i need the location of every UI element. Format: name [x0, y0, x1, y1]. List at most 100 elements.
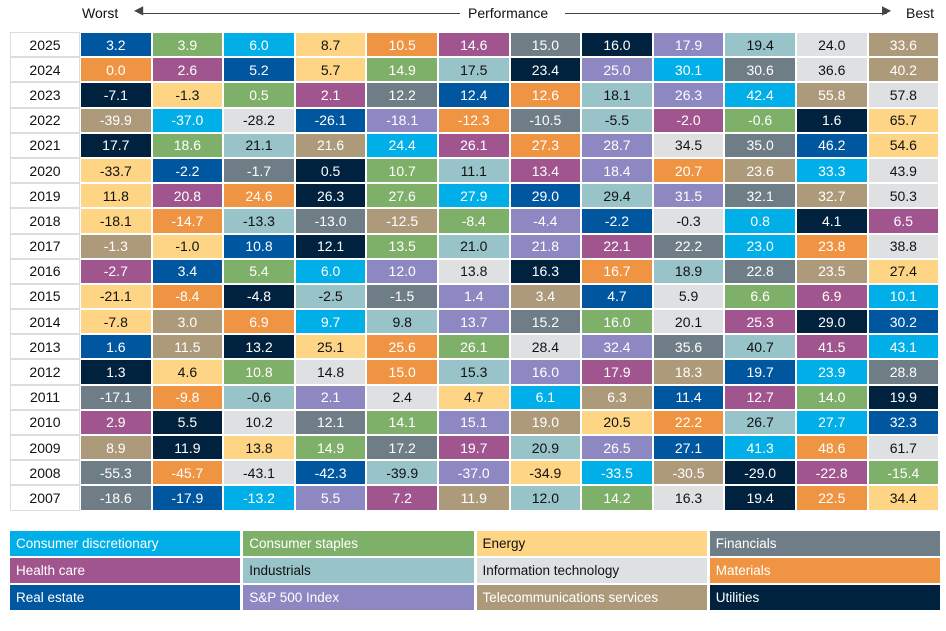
- return-cell-energy: -34.9: [509, 460, 582, 486]
- return-cell-industrials: -39.9: [366, 460, 438, 486]
- return-cell-real-estate: 12.4: [437, 82, 510, 108]
- return-cell-materials: 24.6: [223, 183, 295, 209]
- return-cell-s-p-500-index: 18.4: [581, 157, 653, 184]
- return-cell-consumer-staples: 16.0: [581, 309, 653, 335]
- arrow-right-icon: [565, 13, 887, 14]
- return-cell-consumer-staples: -8.4: [437, 208, 510, 234]
- year-row: 2023 -7.1 -1.3 0.5 2.1 12.2 12.4 12.6 18.1 26.3 42…: [10, 82, 940, 108]
- return-cell-s-p-500-index: -18.1: [366, 107, 438, 133]
- legend-item: Consumer discretionary: [10, 531, 241, 556]
- return-cell-energy: 34.4: [867, 485, 940, 511]
- return-cell-energy: -1.3: [151, 82, 224, 108]
- return-cell-utilities: 23.4: [509, 57, 582, 83]
- return-cell-consumer-discretionary: 30.1: [652, 57, 725, 83]
- year-label: 2014: [10, 309, 80, 335]
- return-cell-real-estate: -2.2: [581, 208, 653, 234]
- return-cell-utilities: 16.0: [581, 32, 653, 58]
- return-cell-telecommunications-services: -1.3: [80, 233, 152, 259]
- return-cell-real-estate: 27.1: [652, 435, 725, 461]
- return-cell-materials: -9.8: [151, 384, 224, 410]
- return-cell-consumer-discretionary: 27.9: [437, 183, 510, 209]
- return-cell-financials: 12.1: [294, 409, 367, 435]
- return-cell-information-technology: -43.1: [223, 460, 295, 486]
- return-cell-real-estate: 19.7: [724, 359, 796, 385]
- return-cell-industrials: -0.6: [223, 384, 295, 410]
- return-cell-consumer-discretionary: -37.0: [151, 107, 224, 133]
- return-cell-utilities: 4.1: [795, 208, 868, 234]
- return-cell-utilities: -7.1: [80, 82, 152, 108]
- return-cell-industrials: 18.9: [652, 258, 725, 284]
- return-cell-financials: -13.0: [294, 208, 367, 234]
- return-cell-industrials: 15.3: [437, 359, 510, 385]
- return-cell-utilities: 19.9: [867, 384, 940, 410]
- return-cell-materials: 16.7: [581, 258, 653, 284]
- return-cell-materials: -12.3: [437, 107, 510, 133]
- return-cell-health-care: 13.4: [509, 157, 582, 184]
- returns-grid: 2025 3.2 3.9 6.0 8.7 10.5 14.6 15.0 16.0 17.9 19.4…: [10, 32, 940, 511]
- return-cell-real-estate: 5.2: [223, 57, 295, 83]
- return-cell-consumer-staples: 14.2: [581, 485, 653, 511]
- return-cell-financials: -1.5: [366, 283, 438, 310]
- return-cell-s-p-500-index: 12.0: [366, 258, 438, 284]
- return-cell-telecommunications-services: -30.5: [652, 460, 725, 486]
- return-cell-telecommunications-services: 23.5: [795, 258, 868, 284]
- return-cell-materials: 22.5: [795, 485, 868, 511]
- year-label: 2025: [10, 32, 80, 58]
- return-cell-telecommunications-services: -12.5: [366, 208, 438, 234]
- year-row: 2015 -21.1 -8.4 -4.8 -2.5 -1.5 1.4 3.4 4.7 5.9 6.6…: [10, 283, 940, 310]
- return-cell-materials: 12.6: [509, 82, 582, 108]
- return-cell-financials: 35.6: [652, 334, 725, 360]
- return-cell-health-care: 6.9: [795, 283, 868, 310]
- return-cell-financials: -10.5: [509, 107, 582, 133]
- return-cell-energy: -33.7: [80, 157, 152, 184]
- return-cell-health-care: 19.7: [437, 435, 510, 461]
- return-cell-utilities: -29.0: [724, 460, 796, 486]
- return-cell-health-care: 26.1: [437, 132, 510, 158]
- return-cell-health-care: 6.5: [867, 208, 940, 234]
- return-cell-consumer-discretionary: 6.0: [223, 32, 295, 58]
- legend-item: Financials: [709, 531, 940, 556]
- return-cell-consumer-discretionary: 23.0: [724, 233, 796, 259]
- return-cell-materials: 27.3: [509, 132, 582, 158]
- return-cell-consumer-staples: 14.9: [294, 435, 367, 461]
- return-cell-industrials: -2.5: [294, 283, 367, 310]
- return-cell-industrials: -13.3: [223, 208, 295, 234]
- year-row: 2014 -7.8 3.0 6.9 9.7 9.8 13.7 15.2 16.0 20.1 25.3…: [10, 309, 940, 335]
- return-cell-financials: 15.0: [509, 32, 582, 58]
- return-cell-consumer-staples: 14.0: [795, 384, 868, 410]
- return-cell-utilities: 13.2: [223, 334, 295, 360]
- performance-header: Worst ◀ Performance ▶ Best: [0, 0, 946, 28]
- legend-item: Industrials: [243, 558, 474, 583]
- return-cell-information-technology: 2.4: [366, 384, 438, 410]
- year-row: 2011 -17.1 -9.8 -0.6 2.1 2.4 4.7 6.1 6.3 11.4 12.7…: [10, 384, 940, 410]
- return-cell-financials: -17.1: [80, 384, 152, 410]
- return-cell-real-estate: 3.4: [151, 258, 224, 284]
- return-cell-s-p-500-index: 2.1: [294, 384, 367, 410]
- year-row: 2024 0.0 2.6 5.2 5.7 14.9 17.5 23.4 25.0 30.1 30.6…: [10, 57, 940, 83]
- return-cell-information-technology: 28.4: [509, 334, 582, 360]
- year-row: 2008 -55.3 -45.7 -43.1 -42.3 -39.9 -37.0 -34.9-…: [10, 460, 940, 486]
- return-cell-health-care: 2.1: [294, 82, 367, 108]
- return-cell-energy: 13.8: [223, 435, 295, 461]
- year-label: 2020: [10, 157, 80, 184]
- return-cell-information-technology: 10.2: [223, 409, 295, 435]
- return-cell-financials: 35.0: [724, 132, 796, 158]
- return-cell-utilities: 11.9: [151, 435, 224, 461]
- return-cell-industrials: 40.7: [724, 334, 796, 360]
- return-cell-s-p-500-index: 28.7: [581, 132, 653, 158]
- return-cell-real-estate: 1.6: [80, 334, 152, 360]
- year-label: 2018: [10, 208, 80, 234]
- return-cell-s-p-500-index: 1.4: [437, 283, 510, 310]
- return-cell-information-technology: 20.1: [652, 309, 725, 335]
- return-cell-telecommunications-services: 33.6: [867, 32, 940, 58]
- return-cell-materials: 25.6: [366, 334, 438, 360]
- return-cell-s-p-500-index: 25.0: [581, 57, 653, 83]
- return-cell-consumer-discretionary: 23.9: [795, 359, 868, 385]
- return-cell-industrials: 29.4: [581, 183, 653, 209]
- legend-item: Utilities: [709, 585, 940, 610]
- return-cell-industrials: 11.1: [437, 157, 510, 184]
- return-cell-industrials: 19.4: [724, 32, 796, 58]
- return-cell-materials: 0.0: [80, 57, 152, 83]
- return-cell-industrials: 12.0: [509, 485, 582, 511]
- return-cell-real-estate: 10.8: [223, 233, 295, 259]
